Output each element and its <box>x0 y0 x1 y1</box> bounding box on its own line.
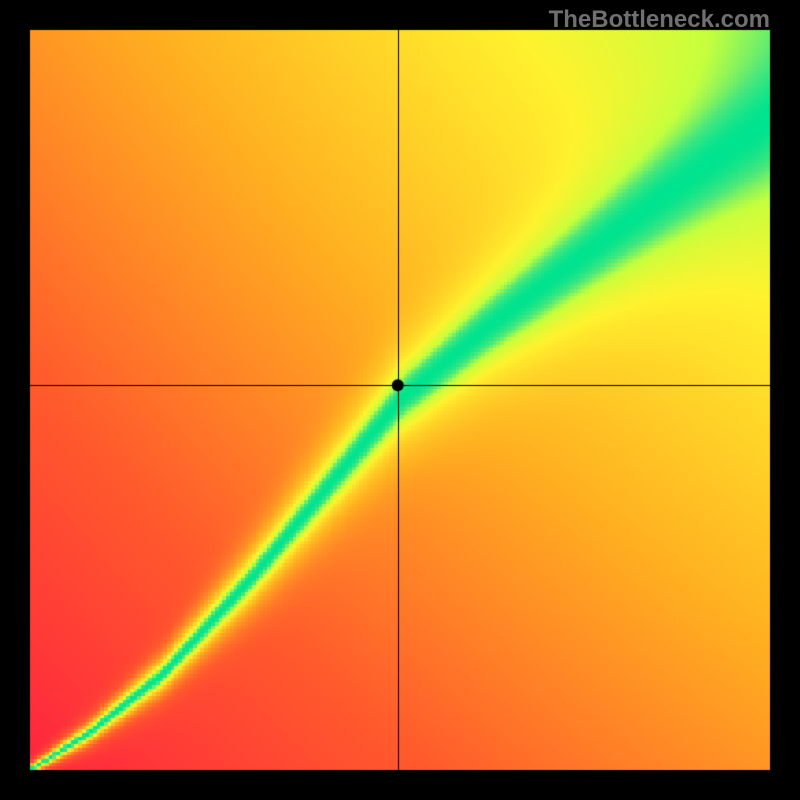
watermark-label: TheBottleneck.com <box>549 6 770 34</box>
chart-container: TheBottleneck.com <box>0 0 800 800</box>
bottleneck-heatmap <box>0 0 800 800</box>
